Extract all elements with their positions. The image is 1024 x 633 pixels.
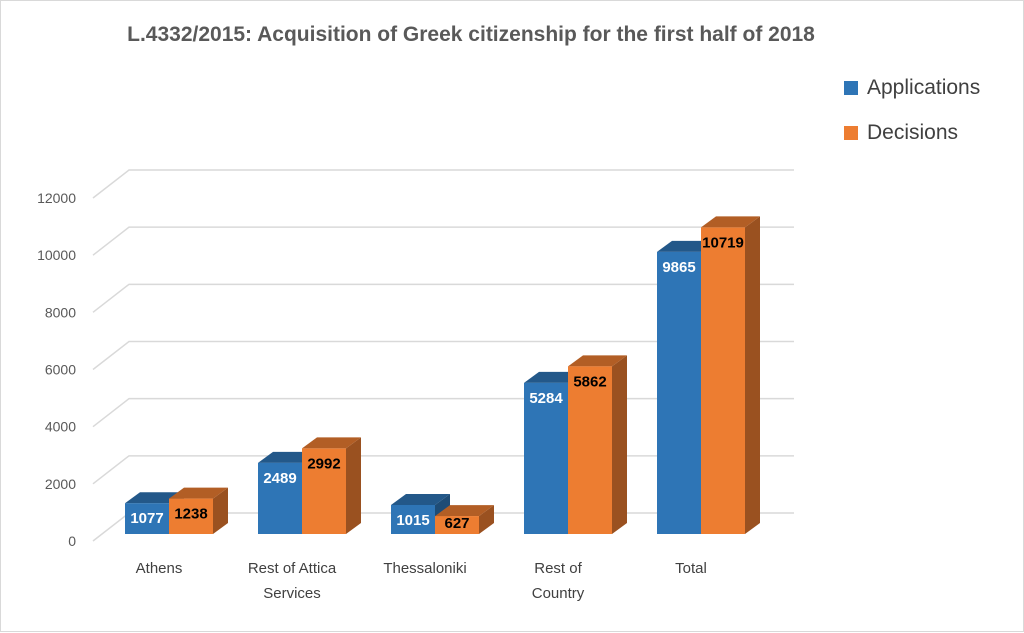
bar-applications — [391, 504, 435, 534]
data-label: 9865 — [662, 259, 695, 276]
bar-top — [701, 216, 760, 228]
y-tick-label: 4000 — [45, 419, 76, 435]
legend-swatch-decisions — [844, 126, 858, 140]
y-tick-label: 6000 — [45, 362, 76, 378]
bar-side — [213, 487, 228, 534]
legend-label-applications: Applications — [867, 76, 981, 99]
data-label: 1238 — [174, 506, 207, 523]
bar-side — [479, 505, 494, 534]
y-tick-label: 8000 — [45, 304, 76, 320]
bar-decisions — [701, 227, 745, 535]
gridline — [92, 169, 794, 199]
bar-applications — [657, 251, 701, 534]
x-category-label: Rest of Attica — [248, 560, 337, 577]
chart-title: L.4332/2015: Acquisition of Greek citize… — [127, 23, 815, 46]
legend-swatch-applications — [844, 81, 858, 95]
x-category-label: Total — [675, 560, 707, 577]
bar-decisions — [435, 516, 479, 534]
data-label: 5862 — [573, 373, 606, 390]
y-tick-label: 10000 — [37, 247, 76, 263]
x-category-label: Rest of — [534, 560, 582, 577]
bar-top — [435, 505, 494, 517]
bar-decisions — [169, 498, 213, 534]
bar-side — [612, 355, 627, 534]
data-label: 5284 — [529, 390, 563, 407]
legend-item-decisions: Decisions — [844, 121, 958, 145]
gridline — [92, 283, 794, 313]
bar-applications — [524, 382, 568, 534]
bar-side — [346, 437, 361, 534]
data-label: 1077 — [130, 510, 163, 527]
bar-decisions — [568, 366, 612, 534]
x-category-label: Thessaloniki — [383, 560, 466, 577]
legend-item-applications: Applications — [844, 76, 980, 100]
gridline — [92, 226, 794, 256]
bar-top — [391, 493, 450, 505]
bar-applications — [125, 503, 169, 534]
legend-label-decisions: Decisions — [867, 121, 959, 144]
data-label: 2992 — [307, 455, 340, 472]
y-tick-label: 12000 — [37, 190, 76, 206]
data-label: 10719 — [702, 234, 744, 251]
gridline — [92, 340, 794, 371]
y-tick-label: 0 — [68, 533, 76, 549]
bar-side — [745, 216, 760, 535]
x-category-label: Athens — [136, 560, 183, 577]
bar-top — [302, 437, 361, 449]
bar-decisions — [302, 448, 346, 534]
y-tick-label: 2000 — [45, 476, 76, 492]
data-label: 1015 — [396, 512, 429, 529]
data-label: 627 — [444, 515, 469, 532]
x-category-label: Services — [263, 585, 321, 602]
data-label: 2489 — [263, 470, 296, 487]
bar-applications — [258, 462, 302, 534]
bar-top — [169, 487, 228, 499]
x-category-label: Country — [532, 585, 585, 602]
bar-top — [568, 355, 627, 367]
